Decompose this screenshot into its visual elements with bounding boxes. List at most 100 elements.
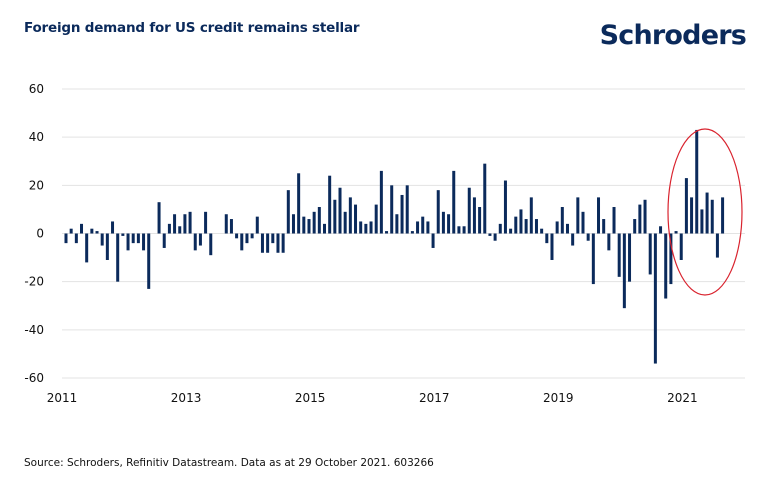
bar — [369, 221, 373, 234]
bar — [343, 211, 347, 234]
bar — [478, 207, 482, 234]
bar — [250, 233, 254, 239]
bar — [286, 190, 290, 234]
bar — [323, 223, 326, 234]
bar — [209, 233, 213, 256]
bar — [421, 216, 425, 234]
y-tick-label: 60 — [29, 82, 44, 96]
bar — [555, 221, 559, 234]
y-tick-label: 20 — [29, 178, 44, 192]
bar — [240, 233, 244, 251]
bar — [705, 192, 709, 234]
x-tick-label: 2011 — [47, 391, 78, 405]
bar — [390, 185, 394, 234]
bar — [162, 233, 166, 248]
bar — [354, 204, 358, 234]
highlight-ellipse — [667, 128, 743, 296]
bar — [121, 233, 125, 236]
bar — [503, 180, 507, 234]
bar — [374, 204, 378, 234]
bar — [105, 233, 109, 260]
bar — [679, 233, 683, 260]
bar — [333, 199, 337, 234]
y-tick-label: -40 — [24, 323, 44, 337]
bar — [312, 211, 316, 234]
bar — [622, 233, 626, 309]
x-tick-label: 2013 — [171, 391, 202, 405]
bar — [100, 233, 104, 246]
bar — [509, 228, 513, 234]
x-tick-label: 2015 — [295, 391, 326, 405]
bar — [602, 219, 606, 234]
bar — [674, 231, 678, 234]
bar — [188, 211, 192, 234]
bar — [69, 228, 73, 234]
x-axis-ticks: 2011 2013 2015 2017 2019 2021 — [47, 391, 698, 405]
bar — [488, 233, 492, 236]
bar — [467, 187, 471, 234]
bar — [452, 170, 456, 234]
bar — [266, 233, 270, 253]
bar — [457, 226, 461, 234]
bar — [338, 187, 342, 234]
bar — [638, 204, 642, 234]
bar — [483, 163, 487, 234]
schroders-logo: Schroders — [599, 20, 747, 51]
bar — [307, 219, 311, 234]
bar — [695, 129, 699, 234]
bar — [441, 211, 445, 234]
y-tick-label: -60 — [24, 371, 44, 385]
bar — [617, 233, 621, 277]
bar — [90, 228, 94, 234]
bar — [493, 233, 497, 241]
bar — [436, 190, 440, 234]
bar — [545, 233, 549, 244]
bar — [710, 199, 714, 234]
bar — [178, 226, 182, 234]
y-tick-label: -20 — [24, 275, 44, 289]
bar — [669, 233, 673, 285]
bar — [80, 223, 84, 234]
bar — [297, 173, 301, 234]
bar — [633, 219, 637, 234]
bar — [131, 233, 135, 244]
chart-title: Foreign demand for US credit remains ste… — [24, 20, 360, 36]
bar — [416, 221, 420, 234]
bar — [379, 170, 383, 234]
y-axis-ticks: 60 40 20 0 -20 -40 -60 — [24, 82, 44, 385]
y-tick-label: 0 — [36, 227, 44, 241]
bar — [95, 231, 99, 234]
bar — [328, 175, 332, 234]
bar — [260, 233, 264, 253]
bar — [690, 197, 694, 234]
bar — [410, 231, 414, 234]
bar — [255, 216, 259, 234]
bar — [628, 233, 632, 282]
bar — [245, 233, 249, 244]
bar — [385, 231, 389, 234]
bar — [550, 233, 554, 260]
bar — [147, 233, 151, 289]
bar — [534, 219, 538, 234]
bar — [116, 233, 120, 282]
bar — [111, 221, 115, 234]
bar — [607, 233, 611, 251]
bar — [204, 211, 208, 234]
bar — [581, 211, 585, 234]
bar — [405, 185, 409, 234]
bar — [648, 233, 652, 275]
bar — [281, 233, 285, 253]
bar — [235, 233, 239, 239]
bar — [560, 207, 564, 234]
x-tick-label: 2017 — [419, 391, 450, 405]
bars — [64, 129, 725, 364]
bar — [400, 194, 404, 234]
gridlines — [62, 88, 745, 379]
bar — [591, 233, 595, 285]
bar — [514, 216, 518, 234]
bar — [576, 197, 580, 234]
bar — [229, 219, 233, 234]
bar — [74, 233, 78, 244]
x-tick-label: 2019 — [543, 391, 574, 405]
